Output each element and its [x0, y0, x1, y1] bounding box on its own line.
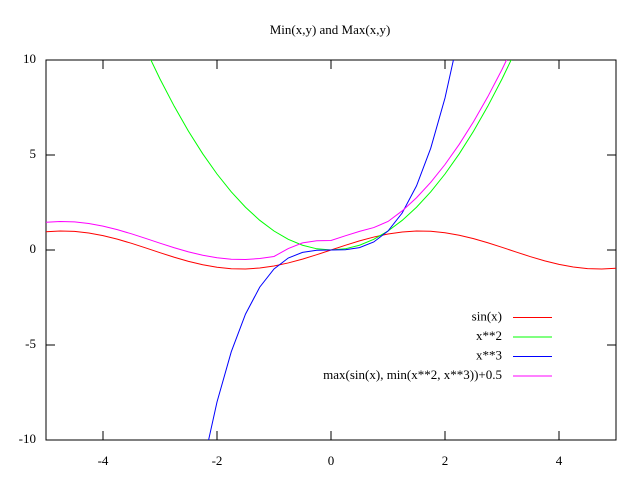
- y-tick-label: -10: [19, 431, 36, 446]
- y-tick-label: 10: [23, 51, 36, 66]
- y-tick-label: 0: [30, 241, 37, 256]
- x-tick-label: 4: [556, 453, 563, 468]
- legend-label: x**3: [476, 347, 502, 362]
- y-tick-label: -5: [25, 336, 36, 351]
- plot-area: [46, 60, 616, 440]
- legend-label: sin(x): [472, 308, 502, 323]
- legend-label: x**2: [476, 328, 502, 343]
- x-tick-label: 0: [328, 453, 335, 468]
- series-line: [46, 60, 508, 260]
- y-tick-label: 5: [30, 146, 37, 161]
- x-tick-label: -2: [212, 453, 223, 468]
- series-line: [150, 60, 512, 251]
- series-line: [208, 60, 454, 440]
- legend-label: max(sin(x), min(x**2, x**3))+0.5: [323, 367, 502, 382]
- x-tick-label: 2: [442, 453, 449, 468]
- chart-title: Min(x,y) and Max(x,y): [270, 22, 391, 37]
- x-tick-label: -4: [98, 453, 109, 468]
